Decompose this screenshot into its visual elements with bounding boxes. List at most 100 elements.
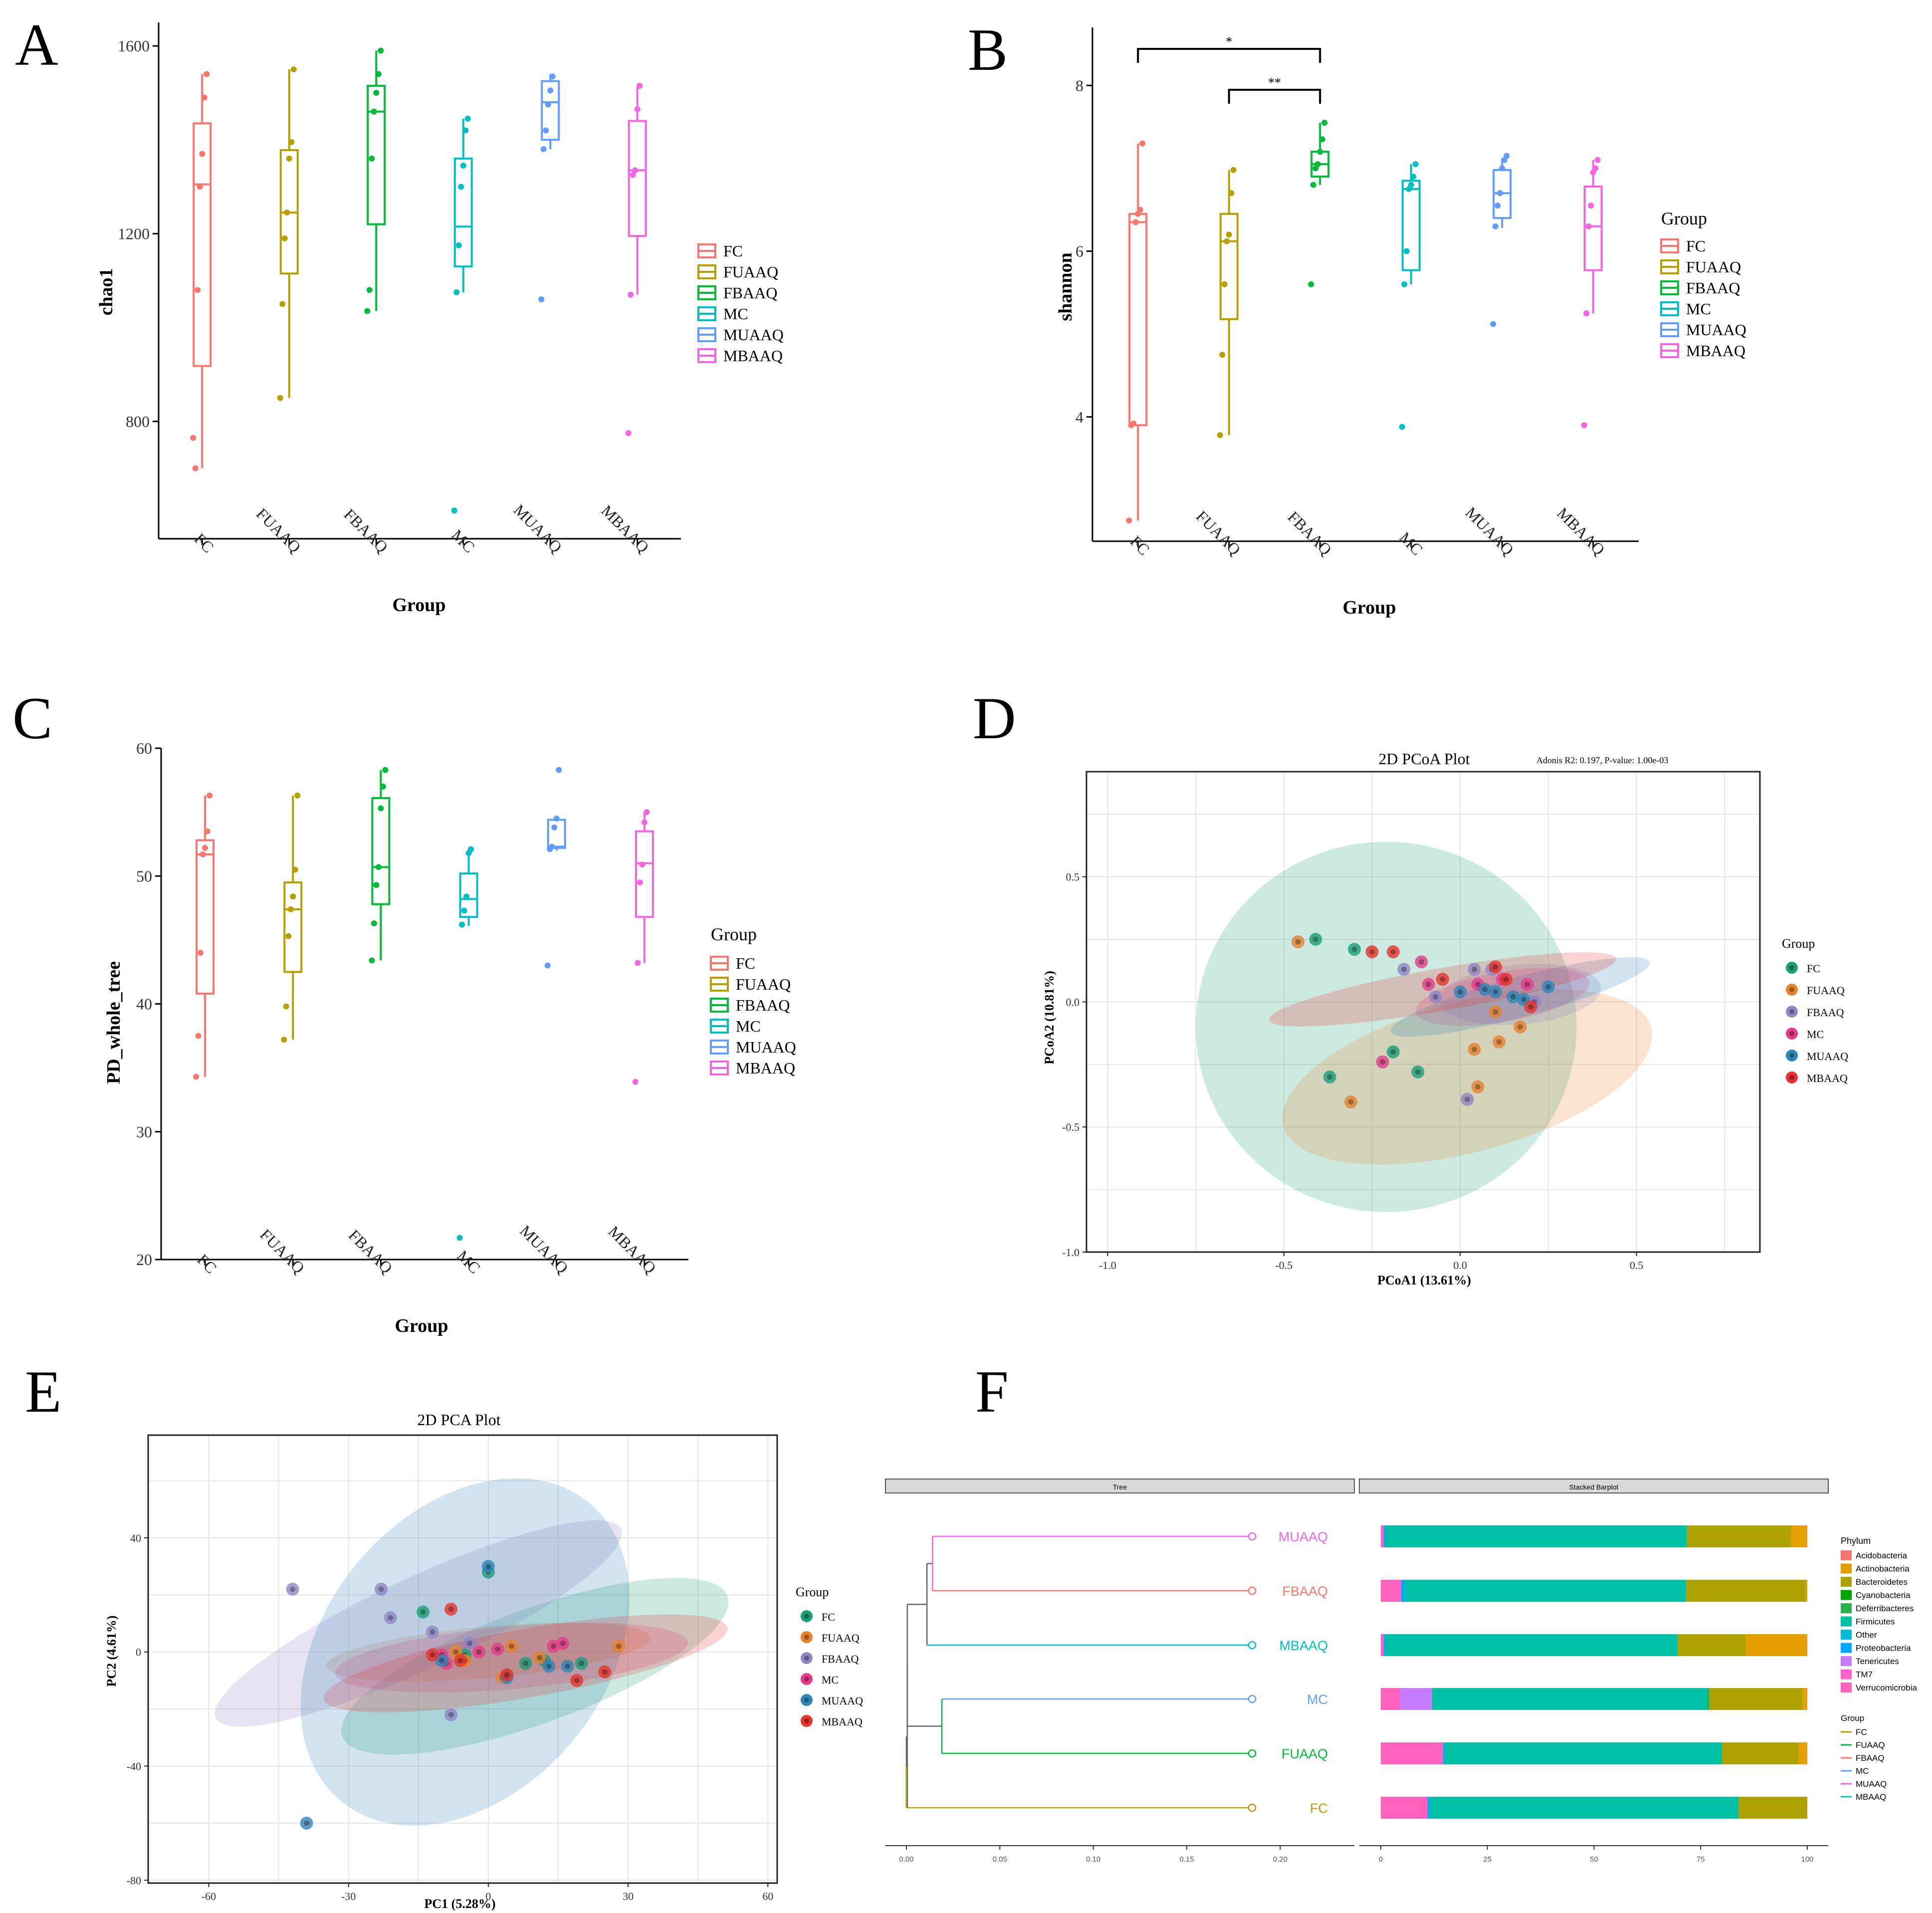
legend-item: MBAAQ: [1841, 1792, 1886, 1802]
legend-item: MBAAQ: [1660, 342, 1745, 360]
pca-point: [435, 1654, 448, 1667]
shannon-box: [1128, 213, 1148, 426]
shannon-point: [1226, 231, 1232, 238]
stacked-bar-segment: [1401, 1580, 1405, 1602]
legend-label: MUAAQ: [723, 326, 784, 344]
pcoa-point-center: [1369, 949, 1375, 955]
pca-y-tick-label: -80: [127, 1874, 141, 1887]
pca-point-center: [290, 1586, 296, 1592]
legend-label: TM7: [1856, 1670, 1873, 1680]
pd-x-title: Group: [395, 1315, 448, 1336]
pcoa-point: [1323, 1070, 1336, 1083]
shannon-y-tick-label: 8: [1075, 76, 1083, 94]
stacked-bar-segment: [1404, 1580, 1687, 1602]
legend-item: FBAAQ: [801, 1652, 859, 1665]
shannon-point: [1403, 248, 1410, 254]
pcoa-point: [1478, 983, 1492, 996]
pd-point: [551, 824, 558, 831]
shannon-point: [1137, 207, 1143, 213]
pca-point: [533, 1651, 546, 1665]
shannon-point: [1132, 219, 1139, 225]
legend-label: MBAAQ: [1856, 1792, 1886, 1802]
pcoa-point-center: [1471, 966, 1477, 972]
shannon-significance: ***: [1137, 34, 1321, 104]
legend-label: MC: [736, 1017, 761, 1035]
pd-point: [553, 815, 560, 822]
pcoa-point-center: [1426, 981, 1432, 987]
pca-point-center: [523, 1661, 529, 1667]
legend-label: FBAAQ: [1807, 1006, 1844, 1019]
shannon-point: [1319, 136, 1325, 143]
pcoa-point-center: [1390, 1049, 1396, 1055]
legend-label: Acidobacteria: [1856, 1551, 1908, 1560]
pcoa-point: [1489, 960, 1502, 974]
pcoa-point: [1471, 1080, 1485, 1093]
pca-point-center: [429, 1629, 435, 1635]
legend-item: Verrucomicrobia: [1841, 1683, 1917, 1693]
pcoa-y-tick-label: 0.5: [1066, 871, 1080, 883]
tree-tip: [1248, 1641, 1257, 1650]
chao1-point: [366, 287, 373, 293]
chao1-point: [458, 184, 464, 190]
pd-point: [468, 846, 474, 852]
bar-x-tick-label: 0: [1379, 1855, 1383, 1864]
pcoa-point: [1492, 1035, 1505, 1049]
legend-item: FBAAQ: [1841, 1753, 1885, 1763]
pcoa-x-tick-label: 0.5: [1630, 1259, 1644, 1272]
chao1-point: [455, 242, 462, 248]
legend-item: Firmicutes: [1841, 1616, 1895, 1627]
pd-y-title: PD_whole_tree: [103, 961, 124, 1084]
pca-y-tick-label: -40: [127, 1760, 141, 1772]
pcoa-point: [1489, 1005, 1502, 1019]
pcoa-title: 2D PCoA Plot: [1378, 750, 1470, 768]
pcoa-point: [1506, 990, 1520, 1004]
pcoa-point: [1461, 1093, 1474, 1106]
pca-frame: [147, 1434, 778, 1884]
pd-point: [287, 906, 294, 912]
panel-label-b: B: [968, 16, 1008, 83]
chao1-box: [193, 122, 212, 367]
stacked-bar-segment: [1722, 1742, 1799, 1764]
pcoa-ellipse: [1269, 952, 1616, 1027]
panel-label-a: A: [15, 11, 58, 78]
chao1-point: [375, 71, 382, 77]
legend-item: MUAAQ: [710, 1038, 796, 1056]
pca-point: [612, 1640, 626, 1653]
tree-tip: [1248, 1803, 1257, 1812]
legend-label: MUAAQ: [1856, 1779, 1887, 1789]
shannon-point: [1503, 153, 1510, 159]
shannon-box: [1401, 180, 1421, 271]
pcoa-x-title: PCoA1 (13.61%): [1377, 1273, 1471, 1287]
shannon-point: [1592, 165, 1599, 172]
chao1-point: [290, 66, 297, 73]
pca-point: [561, 1660, 574, 1673]
pca-point: [375, 1582, 388, 1596]
chao1-point: [451, 507, 457, 514]
pd-y-tick-label: 20: [136, 1251, 152, 1269]
legend-item: FC: [1786, 962, 1820, 975]
pca-point: [542, 1660, 556, 1673]
pcoa-point-center: [1348, 1099, 1354, 1105]
pd-point: [549, 844, 555, 850]
pca-point-center: [467, 1641, 473, 1647]
pcoa-y-title: PCoA2 (10.81%): [1042, 971, 1057, 1064]
shannon-y-tick-label: 4: [1075, 408, 1083, 426]
pd-point: [283, 1003, 289, 1010]
pca-point-center: [304, 1820, 310, 1826]
legend-label: MUAAQ: [1686, 321, 1746, 339]
tree-tip: [1248, 1695, 1257, 1703]
legend-item: FC: [801, 1610, 835, 1623]
pd-point: [556, 767, 562, 773]
pcoa-point-center: [1510, 994, 1516, 1000]
pca-point-center: [509, 1643, 515, 1649]
chao1-point: [373, 90, 380, 96]
tree-x-tick-label: 0.05: [993, 1855, 1007, 1864]
chao1-point: [634, 106, 641, 113]
chao1-point: [190, 434, 197, 441]
pd-y-tick-label: 50: [136, 867, 152, 885]
legend-item: Other: [1841, 1630, 1877, 1640]
chao1-y-title: chao1: [96, 268, 117, 316]
legend-label: MC: [723, 305, 748, 323]
chao1-point: [545, 101, 551, 108]
